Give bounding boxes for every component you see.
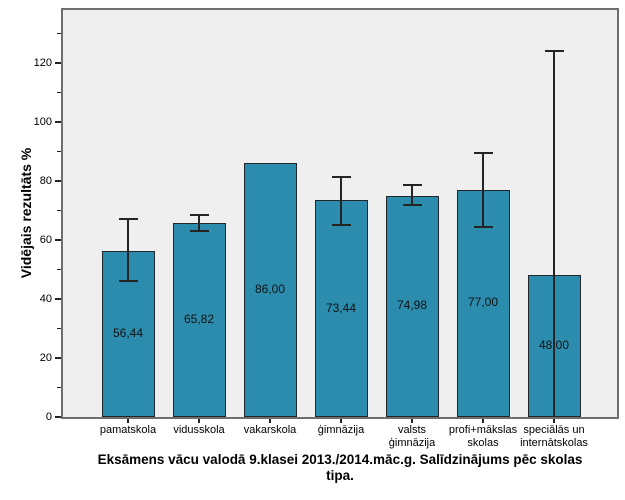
bar-3 [243, 163, 297, 417]
bar-value-label-5: 74,98 [396, 298, 428, 313]
error-bar-bottom-cap-1 [118, 280, 138, 283]
y-tick-label-20: 20 [39, 352, 52, 364]
x-tick-1 [127, 419, 129, 423]
y-tick-label-0: 0 [45, 411, 52, 423]
error-bar-bottom-cap-4 [331, 224, 351, 227]
category-label-line: speciālās un [523, 424, 585, 436]
error-bar-bottom-cap-2 [189, 230, 209, 233]
category-label-line: profi+mākslas [448, 424, 518, 436]
error-bar-top-cap-5 [402, 184, 422, 187]
y-minor-tick-130 [57, 33, 61, 35]
category-label-line: vidusskola [173, 424, 225, 436]
y-tick-20 [55, 357, 61, 359]
y-tick-120 [55, 62, 61, 64]
category-label-line: valsts [397, 424, 427, 436]
chart-title: Eksāmens vācu valodā 9.klasei 2013./2014… [63, 452, 617, 484]
y-tick-100 [55, 121, 61, 123]
error-bar-line-6 [482, 153, 484, 227]
category-label-5: valsts ģimnāzija [352, 424, 472, 450]
error-bar-top-cap-7 [544, 50, 564, 53]
category-label-6: profi+mākslas skolas [423, 424, 543, 450]
category-label-3: vakarskola [210, 424, 330, 437]
error-bar-top-cap-4 [331, 175, 351, 178]
y-minor-tick-110 [57, 92, 61, 94]
y-tick-60 [55, 239, 61, 241]
y-minor-tick-70 [57, 210, 61, 212]
x-tick-3 [269, 419, 271, 423]
x-tick-5 [411, 419, 413, 423]
bar-value-label-3: 86,00 [254, 282, 286, 297]
x-tick-2 [198, 419, 200, 423]
bar-value-label-6: 77,00 [467, 295, 499, 310]
x-tick-7 [553, 419, 555, 423]
error-bar-bottom-cap-6 [473, 225, 493, 228]
error-bar-line-2 [198, 214, 200, 232]
error-bar-top-cap-1 [118, 218, 138, 221]
y-tick-0 [55, 416, 61, 418]
bar-2 [172, 222, 226, 417]
bar-value-label-1: 56,44 [112, 325, 144, 340]
category-label-1: pamatskola [68, 424, 188, 437]
bar-value-label-4: 73,44 [325, 300, 357, 315]
y-minor-tick-10 [57, 387, 61, 388]
y-tick-label-40: 40 [39, 293, 52, 306]
category-label-line: pamatskola [99, 424, 157, 436]
y-tick-label-120: 120 [33, 57, 52, 70]
chart-title-line-1: Eksāmens vācu valodā 9.klasei 2013./2014… [97, 452, 583, 467]
y-minor-tick-30 [57, 328, 61, 330]
category-label-line: internātskolas [520, 437, 588, 449]
x-tick-6 [482, 419, 484, 423]
bar-5 [385, 195, 439, 417]
category-label-line: skolas [467, 437, 499, 449]
bar-4 [314, 200, 368, 417]
y-tick-40 [55, 298, 61, 300]
error-bar-line-4 [340, 176, 342, 226]
y-tick-80 [55, 180, 61, 182]
x-tick-4 [340, 419, 342, 423]
chart-title-line-2: tipa. [326, 468, 354, 483]
category-label-line: ģimnāzija [317, 424, 365, 436]
error-bar-top-cap-6 [473, 152, 493, 155]
y-tick-label-100: 100 [33, 116, 52, 129]
error-bar-line-1 [127, 219, 129, 282]
error-bar-line-5 [411, 185, 413, 205]
error-bar-top-cap-2 [189, 213, 209, 216]
bar-value-label-2: 65,82 [183, 311, 215, 326]
y-tick-label-80: 80 [39, 175, 52, 188]
category-label-7: speciālās un internātskolas [494, 424, 614, 450]
y-tick-label-60: 60 [39, 234, 52, 247]
y-minor-tick-50 [57, 269, 61, 271]
category-label-line: ģimnāzija [388, 437, 436, 449]
category-label-line: vakarskola [243, 424, 297, 436]
error-bar-bottom-cap-5 [402, 203, 422, 206]
category-label-2: vidusskola [139, 424, 259, 437]
y-minor-tick-90 [57, 151, 61, 153]
category-label-4: ģimnāzija [281, 424, 401, 437]
error-bar-line-7 [553, 51, 555, 417]
